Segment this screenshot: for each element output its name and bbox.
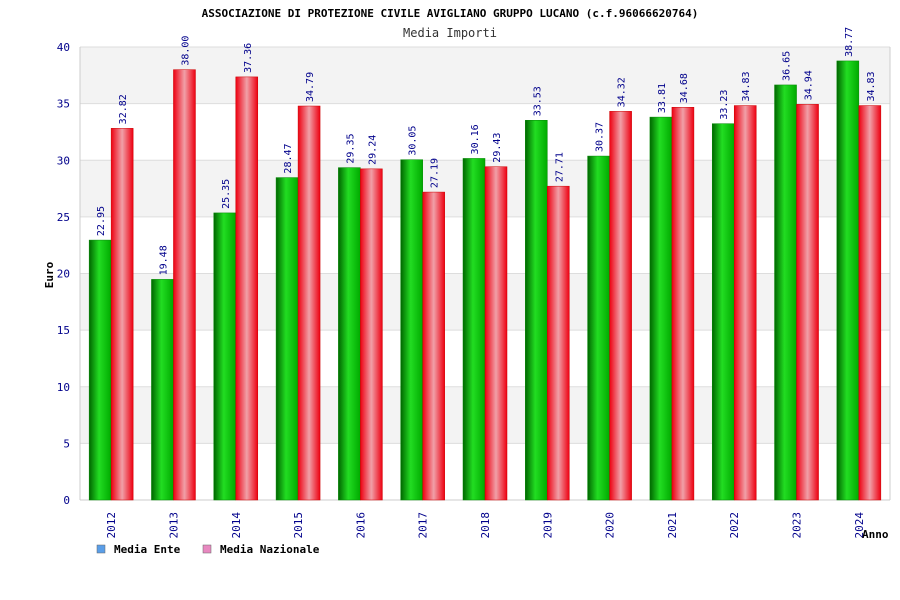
plot-band (80, 103, 890, 161)
bar-media-ente (774, 84, 797, 501)
data-label: 34.32 (617, 77, 628, 107)
data-label: 34.83 (741, 71, 752, 101)
y-tick-label: 5 (63, 437, 70, 450)
data-label: 33.53 (532, 86, 543, 116)
data-label: 27.19 (430, 158, 441, 188)
data-label: 30.05 (408, 126, 419, 156)
data-label: 30.37 (595, 122, 606, 152)
y-tick-label: 10 (57, 381, 70, 394)
y-axis-ticks: 0 5 10 15 20 25 30 35 40 (57, 41, 70, 507)
x-tick-label: 2020 (604, 512, 617, 539)
data-label: 19.48 (158, 245, 169, 275)
bar-media-ente (462, 158, 486, 501)
y-tick-label: 35 (57, 98, 70, 111)
chart-subtitle: Media Importi (403, 26, 497, 40)
bar-media-nazionale (360, 168, 383, 501)
data-label: 34.83 (866, 71, 877, 101)
data-label: 33.23 (719, 90, 730, 120)
bar-media-ente (275, 177, 299, 501)
legend-label-media-nazionale: Media Nazionale (220, 543, 320, 556)
legend: Media Ente Media Nazionale (96, 543, 320, 556)
bar-media-ente (525, 120, 548, 501)
bar-media-nazionale (547, 185, 570, 501)
bar-media-ente (400, 159, 423, 501)
data-label: 37.36 (243, 43, 254, 73)
bar-media-ente (587, 155, 610, 501)
bar-media-nazionale (173, 69, 196, 501)
y-tick-label: 0 (63, 494, 70, 507)
x-tick-label: 2016 (354, 512, 367, 539)
y-tick-label: 15 (57, 324, 70, 337)
bar-media-ente (213, 212, 237, 501)
bar-media-nazionale (671, 106, 695, 501)
legend-label-media-ente: Media Ente (114, 543, 181, 556)
legend-swatch-media-nazionale (202, 544, 212, 554)
data-label: 32.82 (118, 94, 129, 124)
data-label: 34.94 (804, 70, 815, 100)
bar-media-nazionale (110, 128, 134, 501)
bar-media-nazionale (235, 76, 259, 501)
data-label: 25.35 (221, 179, 232, 209)
data-label: 33.81 (657, 83, 668, 113)
x-tick-label: 2019 (541, 512, 554, 539)
y-tick-label: 25 (57, 211, 70, 224)
x-tick-label: 2017 (417, 512, 430, 539)
bar-media-ente (88, 239, 112, 501)
data-label: 38.00 (180, 36, 191, 66)
data-label: 29.35 (345, 134, 356, 164)
bar-media-nazionale (858, 105, 882, 501)
bar-media-nazionale (297, 105, 321, 501)
data-label: 27.71 (554, 152, 565, 182)
data-label: 34.68 (679, 73, 690, 103)
x-tick-label: 2021 (666, 512, 679, 539)
data-label: 30.16 (470, 124, 481, 154)
data-label: 29.43 (492, 133, 503, 163)
x-axis-ticks: 2012 2013 2014 2015 2016 2017 2018 2019 2020 2021… (105, 512, 866, 539)
x-tick-label: 2013 (167, 512, 180, 539)
bar-media-ente (649, 116, 673, 501)
chart-title: ASSOCIAZIONE DI PROTEZIONE CIVILE AVIGLI… (202, 7, 699, 20)
x-tick-label: 2018 (479, 512, 492, 539)
bar-media-ente (836, 60, 860, 501)
x-tick-label: 2022 (728, 512, 741, 539)
y-tick-label: 20 (57, 268, 70, 281)
bar-media-nazionale (422, 191, 445, 501)
x-tick-label: 2023 (791, 512, 804, 539)
y-tick-label: 40 (57, 41, 70, 54)
data-label: 34.79 (305, 72, 316, 102)
bar-media-nazionale (733, 105, 757, 501)
legend-swatch-media-ente (96, 544, 106, 554)
y-tick-label: 30 (57, 154, 70, 167)
bar-media-ente (711, 123, 735, 501)
bar-media-ente (151, 279, 174, 501)
bar-media-ente (338, 167, 361, 501)
bar-media-nazionale (484, 166, 508, 501)
bars: 22.95 32.82 19.48 38.00 25.35 37.36 28.47 34.79… (88, 27, 882, 501)
data-label: 38.77 (844, 27, 855, 57)
x-tick-label: 2014 (230, 512, 243, 539)
x-tick-label: 2024 (853, 512, 866, 539)
data-label: 29.24 (367, 135, 378, 165)
bar-media-nazionale (609, 111, 632, 501)
data-label: 28.47 (283, 143, 294, 173)
x-axis-label: Anno (862, 528, 889, 541)
x-tick-label: 2015 (292, 512, 305, 539)
y-axis-label: Euro (43, 261, 56, 288)
plot-band (80, 47, 890, 104)
data-label: 22.95 (96, 206, 107, 236)
x-tick-label: 2012 (105, 512, 118, 539)
bar-media-nazionale (796, 104, 819, 501)
data-label: 36.65 (782, 51, 793, 81)
